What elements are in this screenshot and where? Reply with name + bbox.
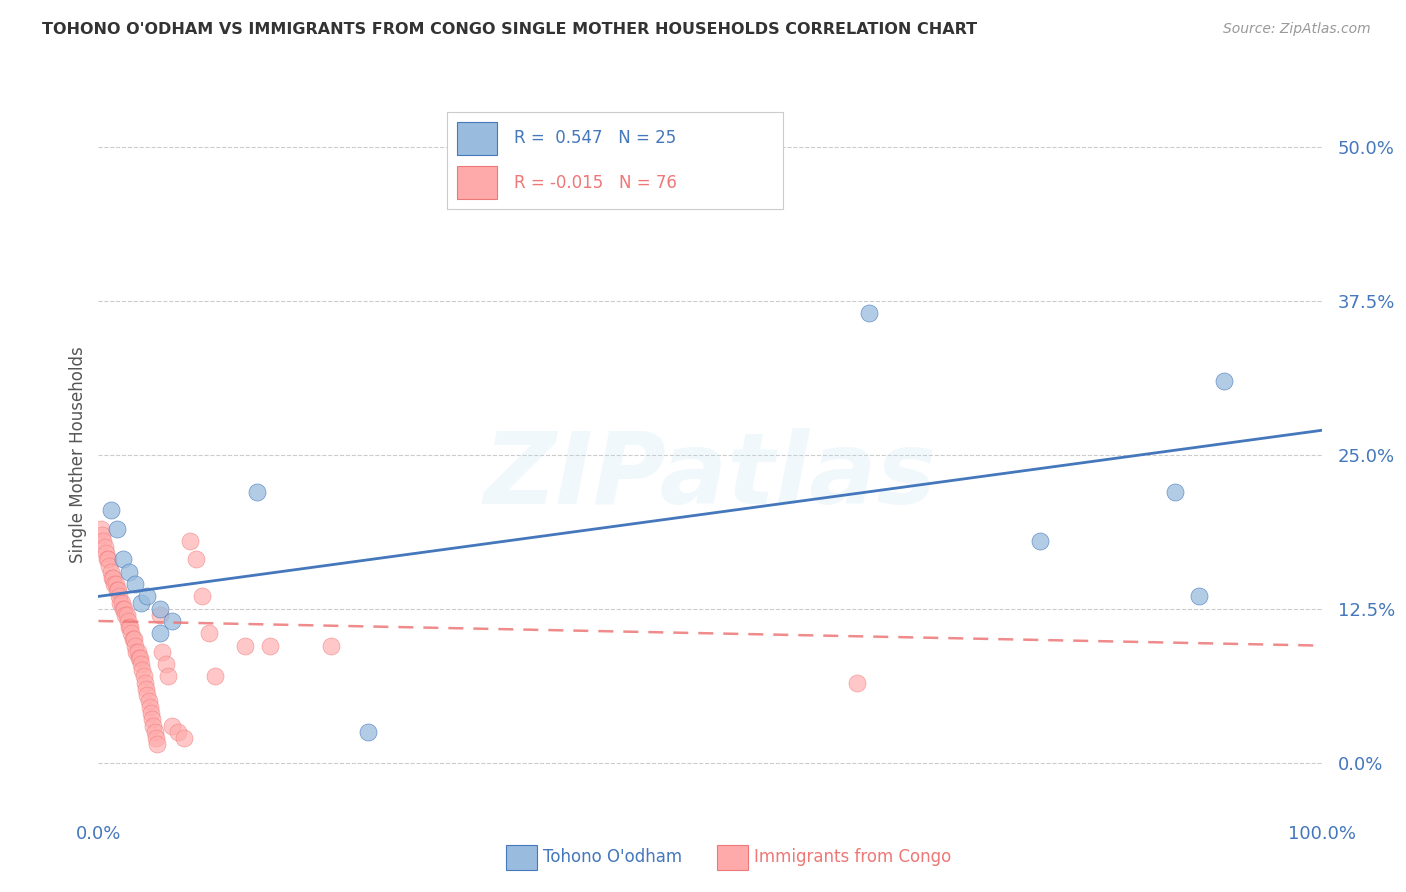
Point	[118, 620, 141, 634]
Point	[121, 632, 143, 647]
Point	[129, 596, 152, 610]
Point	[129, 651, 152, 665]
Point	[100, 503, 122, 517]
Point	[117, 614, 139, 628]
Point	[111, 601, 134, 615]
Point	[115, 607, 138, 622]
Point	[120, 626, 142, 640]
Y-axis label: Single Mother Households: Single Mother Households	[69, 347, 87, 563]
Point	[128, 651, 150, 665]
Point	[135, 681, 157, 696]
Point	[91, 534, 114, 549]
Point	[105, 583, 128, 598]
Point	[699, 159, 721, 173]
Point	[197, 626, 219, 640]
Point	[149, 601, 172, 615]
Point	[157, 669, 180, 683]
Point	[97, 552, 120, 566]
Point	[134, 675, 156, 690]
Point	[136, 590, 159, 604]
Point	[319, 639, 342, 653]
Point	[845, 675, 868, 690]
Point	[142, 718, 165, 732]
Text: Tohono O'odham: Tohono O'odham	[543, 848, 682, 866]
Text: Source: ZipAtlas.com: Source: ZipAtlas.com	[1223, 22, 1371, 37]
Point	[104, 577, 127, 591]
Point	[100, 565, 122, 579]
Point	[111, 552, 134, 566]
Point	[136, 688, 159, 702]
Text: TOHONO O'ODHAM VS IMMIGRANTS FROM CONGO SINGLE MOTHER HOUSEHOLDS CORRELATION CHA: TOHONO O'ODHAM VS IMMIGRANTS FROM CONGO …	[42, 22, 977, 37]
Point	[146, 737, 169, 751]
Point	[110, 596, 132, 610]
Point	[149, 607, 172, 622]
Point	[150, 645, 173, 659]
Point	[91, 528, 114, 542]
Point	[132, 669, 155, 683]
Point	[118, 565, 141, 579]
Point	[191, 590, 214, 604]
Point	[122, 632, 145, 647]
Point	[1164, 484, 1187, 499]
Point	[160, 614, 183, 628]
Point	[155, 657, 177, 671]
Point	[124, 577, 146, 591]
Point	[138, 694, 160, 708]
Point	[145, 731, 167, 745]
Point	[1188, 590, 1211, 604]
Point	[94, 546, 117, 560]
Point	[103, 577, 125, 591]
Point	[143, 724, 166, 739]
Point	[141, 713, 163, 727]
Point	[259, 639, 281, 653]
Point	[173, 731, 195, 745]
Point	[131, 663, 153, 677]
Point	[96, 552, 118, 566]
Point	[111, 596, 134, 610]
Point	[149, 626, 172, 640]
Point	[129, 657, 152, 671]
Point	[101, 571, 124, 585]
Point	[139, 706, 162, 721]
Point	[858, 306, 880, 320]
Point	[204, 669, 226, 683]
Point	[120, 620, 142, 634]
Point	[114, 607, 136, 622]
Point	[186, 552, 208, 566]
Point	[124, 639, 146, 653]
Point	[93, 540, 115, 554]
Text: Immigrants from Congo: Immigrants from Congo	[754, 848, 950, 866]
Point	[246, 484, 269, 499]
Point	[179, 534, 201, 549]
Point	[127, 645, 149, 659]
Point	[1029, 534, 1052, 549]
Point	[160, 718, 183, 732]
Point	[356, 724, 378, 739]
Point	[105, 522, 128, 536]
Point	[108, 590, 131, 604]
Point	[101, 571, 124, 585]
Point	[233, 639, 256, 653]
Point	[112, 601, 135, 615]
Point	[1212, 374, 1234, 388]
Point	[90, 522, 112, 536]
Text: ZIPatlas: ZIPatlas	[484, 428, 936, 524]
Point	[167, 724, 190, 739]
Point	[125, 645, 148, 659]
Point	[107, 583, 129, 598]
Point	[139, 700, 162, 714]
Point	[98, 558, 121, 573]
